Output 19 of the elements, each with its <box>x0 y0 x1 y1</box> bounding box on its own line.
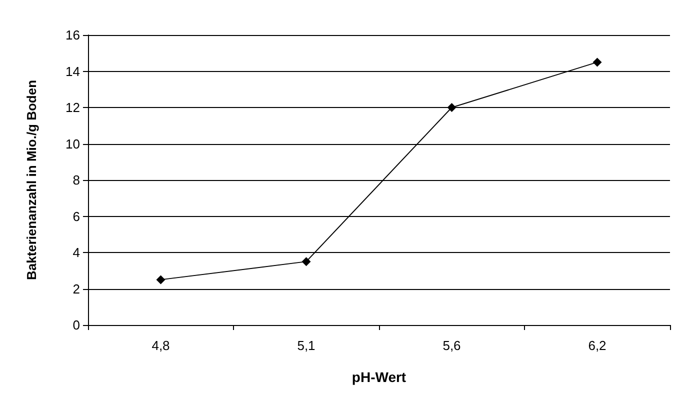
y-tick-label: 8 <box>72 172 80 188</box>
point <box>156 275 166 284</box>
y-tick-label: 14 <box>66 64 80 79</box>
y-tick-label: 12 <box>66 100 80 115</box>
x-tick-label: 6,2 <box>588 338 606 353</box>
x-tick-label: 5,1 <box>297 338 316 353</box>
x-axis-title: pH-Wert <box>352 369 406 385</box>
point <box>302 257 311 266</box>
y-tick-label: 6 <box>72 208 80 224</box>
y-tick-label: 4 <box>72 245 80 260</box>
x-tick-label: 4,8 <box>152 338 170 353</box>
y-axis-title: Bakterienanzahl in Mio./g Boden <box>24 80 39 280</box>
point <box>592 58 602 67</box>
point <box>447 103 456 112</box>
y-tick-label: 16 <box>66 28 80 42</box>
y-tick-label: 2 <box>72 281 80 296</box>
y-tick-label: 10 <box>66 136 80 152</box>
y-tick-label: 0 <box>72 318 80 332</box>
x-tick-label: 5,6 <box>442 338 461 353</box>
